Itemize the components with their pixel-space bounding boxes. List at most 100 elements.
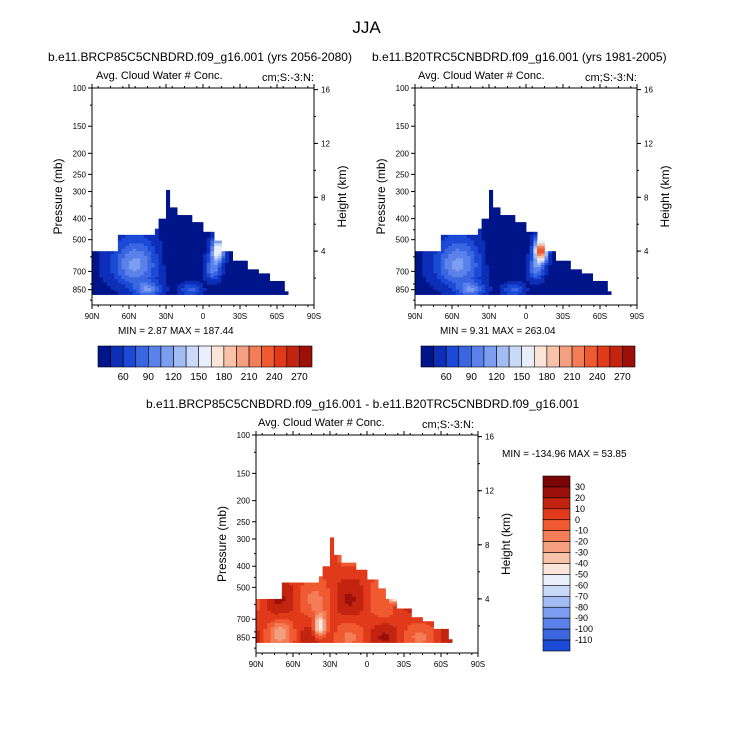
diff-cell [256, 619, 261, 622]
diff-cell [344, 625, 349, 628]
left-cell [265, 288, 270, 291]
diff-cell [429, 623, 434, 626]
left-cell [151, 251, 156, 255]
right-cell [514, 267, 519, 270]
right-cell [507, 243, 512, 247]
diff-cell [448, 640, 453, 643]
diff-cell [407, 632, 412, 635]
diff-cell [381, 617, 386, 620]
diff-cell [300, 639, 305, 642]
right-cell [533, 265, 538, 268]
right-cell [448, 258, 453, 262]
diff-colorbar-box [542, 552, 571, 564]
right-cell [511, 234, 516, 239]
right-cell [507, 265, 512, 268]
diff-cell [352, 606, 357, 609]
diff-cell [326, 628, 331, 632]
right-cell [577, 277, 582, 280]
right-cell [540, 271, 545, 274]
right-cell [492, 291, 497, 294]
diff-cell [267, 625, 272, 628]
left-colorbar-box [273, 345, 288, 368]
diff-cell [378, 619, 383, 622]
left-cell [92, 282, 97, 285]
left-cell [199, 291, 204, 294]
diff-cell [333, 576, 338, 580]
right-cell [437, 275, 442, 278]
left-cell [132, 256, 137, 259]
left-cell [103, 265, 108, 268]
left-y-tick-label: 850 [73, 286, 87, 295]
diff-cell [322, 593, 327, 597]
right-cell [551, 282, 556, 285]
left-cell [243, 262, 248, 266]
right-cell [522, 280, 527, 284]
right-cell [588, 292, 593, 295]
right-cell [492, 256, 497, 259]
right-cell [485, 246, 490, 250]
diff-cell [293, 632, 298, 635]
right-cell [511, 246, 516, 250]
diff-cell [363, 635, 368, 639]
diff-cell [404, 621, 409, 624]
left-cell [228, 256, 233, 259]
right-cell [489, 256, 494, 259]
diff-cell [411, 623, 416, 626]
right-colorbar-label: 270 [614, 372, 631, 383]
left-cell [106, 256, 111, 259]
diff-cell [318, 617, 323, 620]
right-cell [559, 275, 564, 278]
right-cell [533, 269, 538, 272]
diff-cell [341, 627, 346, 630]
right-cell [444, 246, 449, 250]
diff-cell [374, 635, 379, 639]
left-cell [166, 203, 171, 208]
right-colorbar-label: 210 [564, 372, 581, 383]
left-cell [95, 279, 100, 282]
left-cell [132, 271, 137, 274]
left-cell [184, 279, 189, 282]
diff-cell [411, 640, 416, 643]
diff-cell [441, 637, 446, 640]
left-cell [221, 271, 226, 274]
diff-colorbar-box [542, 486, 571, 499]
left-cell [177, 282, 182, 285]
left-cell [280, 282, 285, 285]
right-cell [422, 282, 427, 285]
right-cell [540, 248, 545, 252]
right-cell [418, 289, 423, 292]
right-cell [459, 288, 464, 291]
diff-ylabel: Pressure (mb) [215, 506, 229, 582]
diff-cell [289, 612, 294, 616]
right-cell [544, 253, 549, 257]
right-cell [496, 265, 501, 268]
left-cell [151, 265, 156, 268]
diff-cell [318, 634, 323, 637]
diff-cell [330, 627, 335, 630]
diff-cell [296, 637, 301, 640]
left-cell [225, 280, 230, 284]
left-cell [166, 292, 171, 295]
right-cell [559, 267, 564, 270]
left-cell [95, 253, 100, 257]
diff-cell [337, 591, 342, 595]
left-cell [240, 269, 245, 272]
left-cell [162, 277, 167, 280]
diff-cell [411, 617, 416, 620]
diff-cell [396, 635, 401, 639]
left-cell [117, 256, 122, 259]
diff-cell [322, 628, 327, 632]
left-cell [206, 289, 211, 292]
right-cell [577, 291, 582, 294]
left-cell [169, 234, 174, 239]
left-cell [236, 291, 241, 294]
right-cell [466, 243, 471, 247]
right-cell [522, 265, 527, 268]
diff-cell [392, 627, 397, 630]
left-cell [177, 243, 182, 247]
diff-y-tick-label: 400 [237, 562, 251, 571]
right-cell [459, 265, 464, 268]
diff-cell [411, 619, 416, 622]
left-cell [140, 265, 145, 268]
right-cell [555, 269, 560, 272]
